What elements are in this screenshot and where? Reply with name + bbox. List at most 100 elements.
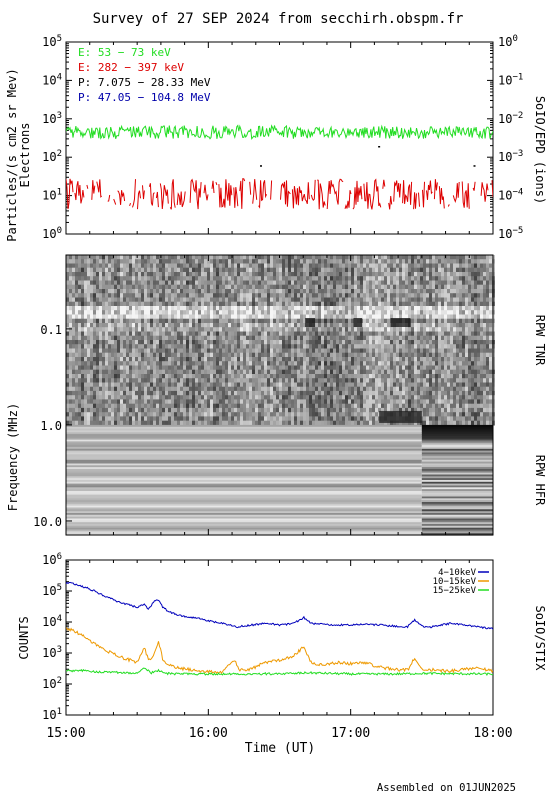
tnr-cell xyxy=(327,366,330,371)
tnr-cell xyxy=(417,319,420,324)
tnr-cell xyxy=(117,408,120,413)
tnr-cell xyxy=(378,302,381,307)
tnr-cell xyxy=(144,361,147,366)
tnr-cell xyxy=(225,370,228,375)
tnr-cell xyxy=(336,276,339,281)
tnr-cell xyxy=(360,361,363,366)
tnr-cell xyxy=(288,255,291,260)
tnr-cell xyxy=(135,404,138,409)
tnr-cell xyxy=(276,272,279,277)
tnr-cell xyxy=(405,298,408,303)
tnr-cell xyxy=(288,353,291,358)
tnr-cell xyxy=(159,327,162,332)
tnr-cell xyxy=(147,412,150,417)
tnr-cell xyxy=(396,281,399,286)
tnr-cell xyxy=(357,281,360,286)
tnr-cell xyxy=(198,285,201,290)
tnr-cell xyxy=(111,332,114,337)
tnr-cell xyxy=(96,336,99,341)
tnr-cell xyxy=(357,374,360,379)
tnr-cell xyxy=(360,264,363,269)
tnr-cell xyxy=(405,306,408,311)
tnr-cell xyxy=(147,281,150,286)
tnr-cell xyxy=(414,399,417,404)
tnr-cell xyxy=(354,374,357,379)
tnr-cell xyxy=(291,378,294,383)
tnr-cell xyxy=(348,353,351,358)
tnr-cell xyxy=(357,344,360,349)
tnr-cell xyxy=(396,268,399,273)
tnr-cell xyxy=(234,323,237,328)
tnr-cell xyxy=(93,395,96,400)
tnr-cell xyxy=(171,408,174,413)
tnr-cell xyxy=(345,399,348,404)
tnr-cell xyxy=(207,285,210,290)
tnr-cell xyxy=(153,323,156,328)
tnr-cell xyxy=(150,421,153,426)
tnr-cell xyxy=(90,378,93,383)
tnr-cell xyxy=(69,344,72,349)
tnr-cell xyxy=(339,412,342,417)
epd-y-tick-label: 102 xyxy=(42,149,62,164)
tnr-cell xyxy=(417,315,420,320)
tnr-cell xyxy=(273,353,276,358)
tnr-cell xyxy=(327,293,330,298)
tnr-cell xyxy=(303,276,306,281)
tnr-cell xyxy=(78,327,81,332)
tnr-cell xyxy=(132,332,135,337)
tnr-cell xyxy=(393,366,396,371)
tnr-cell xyxy=(324,361,327,366)
tnr-cell xyxy=(294,319,297,324)
tnr-cell xyxy=(420,349,423,354)
tnr-cell xyxy=(264,349,267,354)
tnr-cell xyxy=(279,268,282,273)
tnr-cell xyxy=(414,378,417,383)
tnr-cell xyxy=(282,323,285,328)
tnr-cell xyxy=(324,370,327,375)
tnr-cell xyxy=(288,293,291,298)
tnr-cell xyxy=(273,319,276,324)
tnr-cell xyxy=(300,315,303,320)
tnr-cell xyxy=(198,378,201,383)
tnr-cell xyxy=(84,421,87,426)
tnr-cell xyxy=(273,336,276,341)
tnr-cell xyxy=(84,366,87,371)
tnr-cell xyxy=(393,272,396,277)
tnr-cell xyxy=(270,353,273,358)
tnr-cell xyxy=(363,412,366,417)
tnr-cell xyxy=(351,387,354,392)
tnr-cell xyxy=(294,323,297,328)
tnr-cell xyxy=(243,255,246,260)
tnr-cell xyxy=(195,416,198,421)
tnr-cell xyxy=(285,302,288,307)
tnr-cell xyxy=(141,323,144,328)
tnr-cell xyxy=(114,323,117,328)
tnr-cell xyxy=(366,298,369,303)
tnr-cell xyxy=(201,255,204,260)
tnr-cell xyxy=(78,344,81,349)
tnr-cell xyxy=(420,285,423,290)
tnr-cell xyxy=(390,387,393,392)
tnr-cell xyxy=(381,281,384,286)
tnr-cell xyxy=(384,387,387,392)
tnr-cell xyxy=(171,276,174,281)
tnr-cell xyxy=(111,268,114,273)
tnr-cell xyxy=(372,259,375,264)
tnr-cell xyxy=(123,255,126,260)
tnr-cell xyxy=(192,327,195,332)
tnr-cell xyxy=(303,421,306,426)
tnr-cell xyxy=(207,306,210,311)
tnr-cell xyxy=(384,374,387,379)
tnr-cell xyxy=(177,259,180,264)
tnr-cell xyxy=(117,315,120,320)
tnr-cell xyxy=(90,421,93,426)
tnr-cell xyxy=(156,391,159,396)
tnr-cell xyxy=(216,349,219,354)
tnr-cell xyxy=(312,391,315,396)
tnr-cell xyxy=(297,281,300,286)
tnr-cell xyxy=(234,416,237,421)
tnr-cell xyxy=(186,281,189,286)
epd-y2-tick-label: 10−2 xyxy=(498,111,523,126)
tnr-cell xyxy=(387,293,390,298)
